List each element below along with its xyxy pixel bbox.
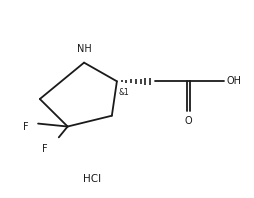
Text: &1: &1: [119, 88, 130, 97]
Text: NH: NH: [77, 44, 91, 54]
Text: F: F: [23, 122, 29, 132]
Text: OH: OH: [226, 76, 241, 86]
Text: O: O: [184, 116, 192, 126]
Text: F: F: [42, 144, 48, 154]
Text: HCl: HCl: [83, 174, 101, 184]
